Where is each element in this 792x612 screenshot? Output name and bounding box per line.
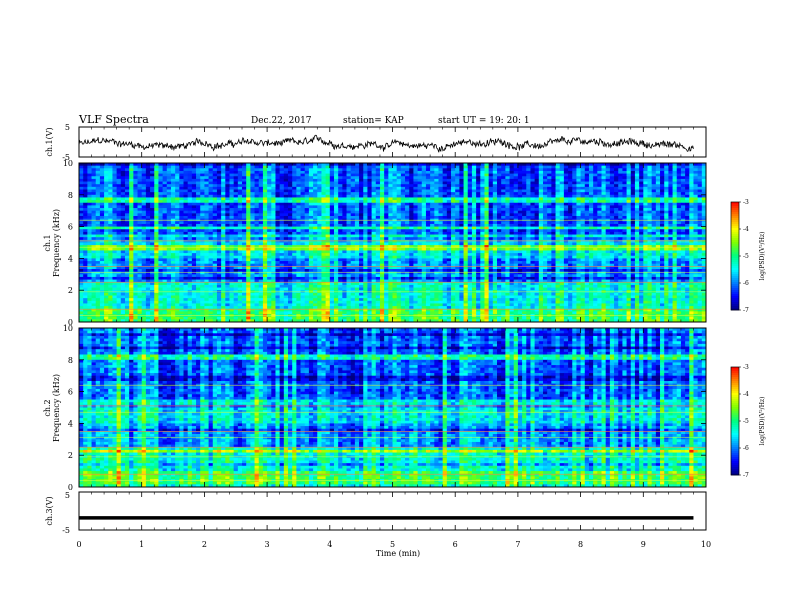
ch1-ytick-top: 5 (65, 123, 70, 132)
start-ut-label: start UT = 19: 20: 1 (438, 116, 530, 126)
spectrogram-ytick-label: 8 (68, 356, 73, 365)
x-tick-label: 7 (515, 540, 520, 549)
x-tick-label: 8 (578, 540, 583, 549)
spectrogram-ytick-label: 8 (68, 191, 73, 200)
colorbar-tick-label: -3 (743, 199, 749, 206)
colorbar-label: log(PSD)(V²/Hz) (759, 232, 766, 281)
colorbar-tick-label: -4 (743, 226, 749, 233)
ch3-waveform-frame (78, 491, 707, 531)
colorbar-tick-label: -4 (743, 391, 749, 398)
spectrogram-ytick-label: 6 (68, 223, 73, 232)
ch3-ytick-bottom: -5 (62, 526, 70, 535)
station-label: station= KAP (343, 116, 404, 126)
colorbar-tick-label: -7 (743, 307, 749, 314)
colorbar-label: log(PSD)(V²/Hz) (759, 397, 766, 446)
spectrogram-ytick-label: 0 (68, 318, 73, 327)
ch1-spectrogram-image (79, 163, 707, 323)
x-tick-label: 10 (701, 540, 711, 549)
x-axis-label: Time (min) (376, 549, 420, 558)
x-tick-label: 5 (390, 540, 395, 549)
x-tick-label: 0 (76, 540, 81, 549)
ch1-waveform-trace (78, 134, 694, 153)
x-tick-label: 4 (327, 540, 332, 549)
spectrogram-ytick-label: 4 (68, 419, 73, 428)
date-label: Dec.22, 2017 (251, 116, 312, 126)
colorbar-tick-label: -3 (743, 364, 749, 371)
spectrogram-ytick-label: 2 (68, 451, 73, 460)
x-tick-label: 2 (202, 540, 207, 549)
colorbar-tick-label: -5 (743, 253, 749, 260)
ch1-ytick-bottom: -5 (62, 153, 70, 162)
ch1-waveform-ylabel: ch.1(V) (45, 127, 54, 156)
ch2-spectrogram-image (79, 328, 707, 488)
colorbar-tick-label: -6 (743, 445, 749, 452)
x-tick-label: 9 (641, 540, 646, 549)
colorbar-tick-label: -6 (743, 280, 749, 287)
colorbar-ch1: -3 -4 -5 -6 -7 log(PSD)(V²/Hz) (730, 199, 766, 314)
spectrogram-ytick-label: 10 (63, 159, 73, 168)
ch2-spectrogram-ylabel-line1: ch.2 (43, 399, 52, 416)
colorbar-tick-label: -5 (743, 418, 749, 425)
spectrogram-ytick-label: 2 (68, 286, 73, 295)
figure-title: VLF Spectra (78, 113, 149, 126)
spectrogram-ytick-label: 4 (68, 254, 73, 263)
spectrogram-ytick-label: 10 (63, 324, 73, 333)
colorbar-ch2: -3 -4 -5 -6 -7 log(PSD)(V²/Hz) (730, 364, 766, 479)
ch1-spectrogram-ylabel-line1: ch.1 (43, 234, 52, 251)
x-tick-label: 6 (453, 540, 458, 549)
ch3-ytick-top: 5 (65, 491, 70, 500)
ch3-waveform-ylabel: ch.3(V) (45, 496, 54, 525)
colorbar-tick-label: -7 (743, 472, 749, 479)
ch2-spectrogram-ylabel-line2: Frequency (kHz) (52, 374, 61, 442)
x-tick-label: 3 (265, 540, 270, 549)
x-tick-label: 1 (139, 540, 144, 549)
spectrogram-ytick-label: 0 (68, 483, 73, 492)
ch1-spectrogram-ylabel-line2: Frequency (kHz) (52, 209, 61, 277)
spectrogram-ytick-label: 6 (68, 388, 73, 397)
